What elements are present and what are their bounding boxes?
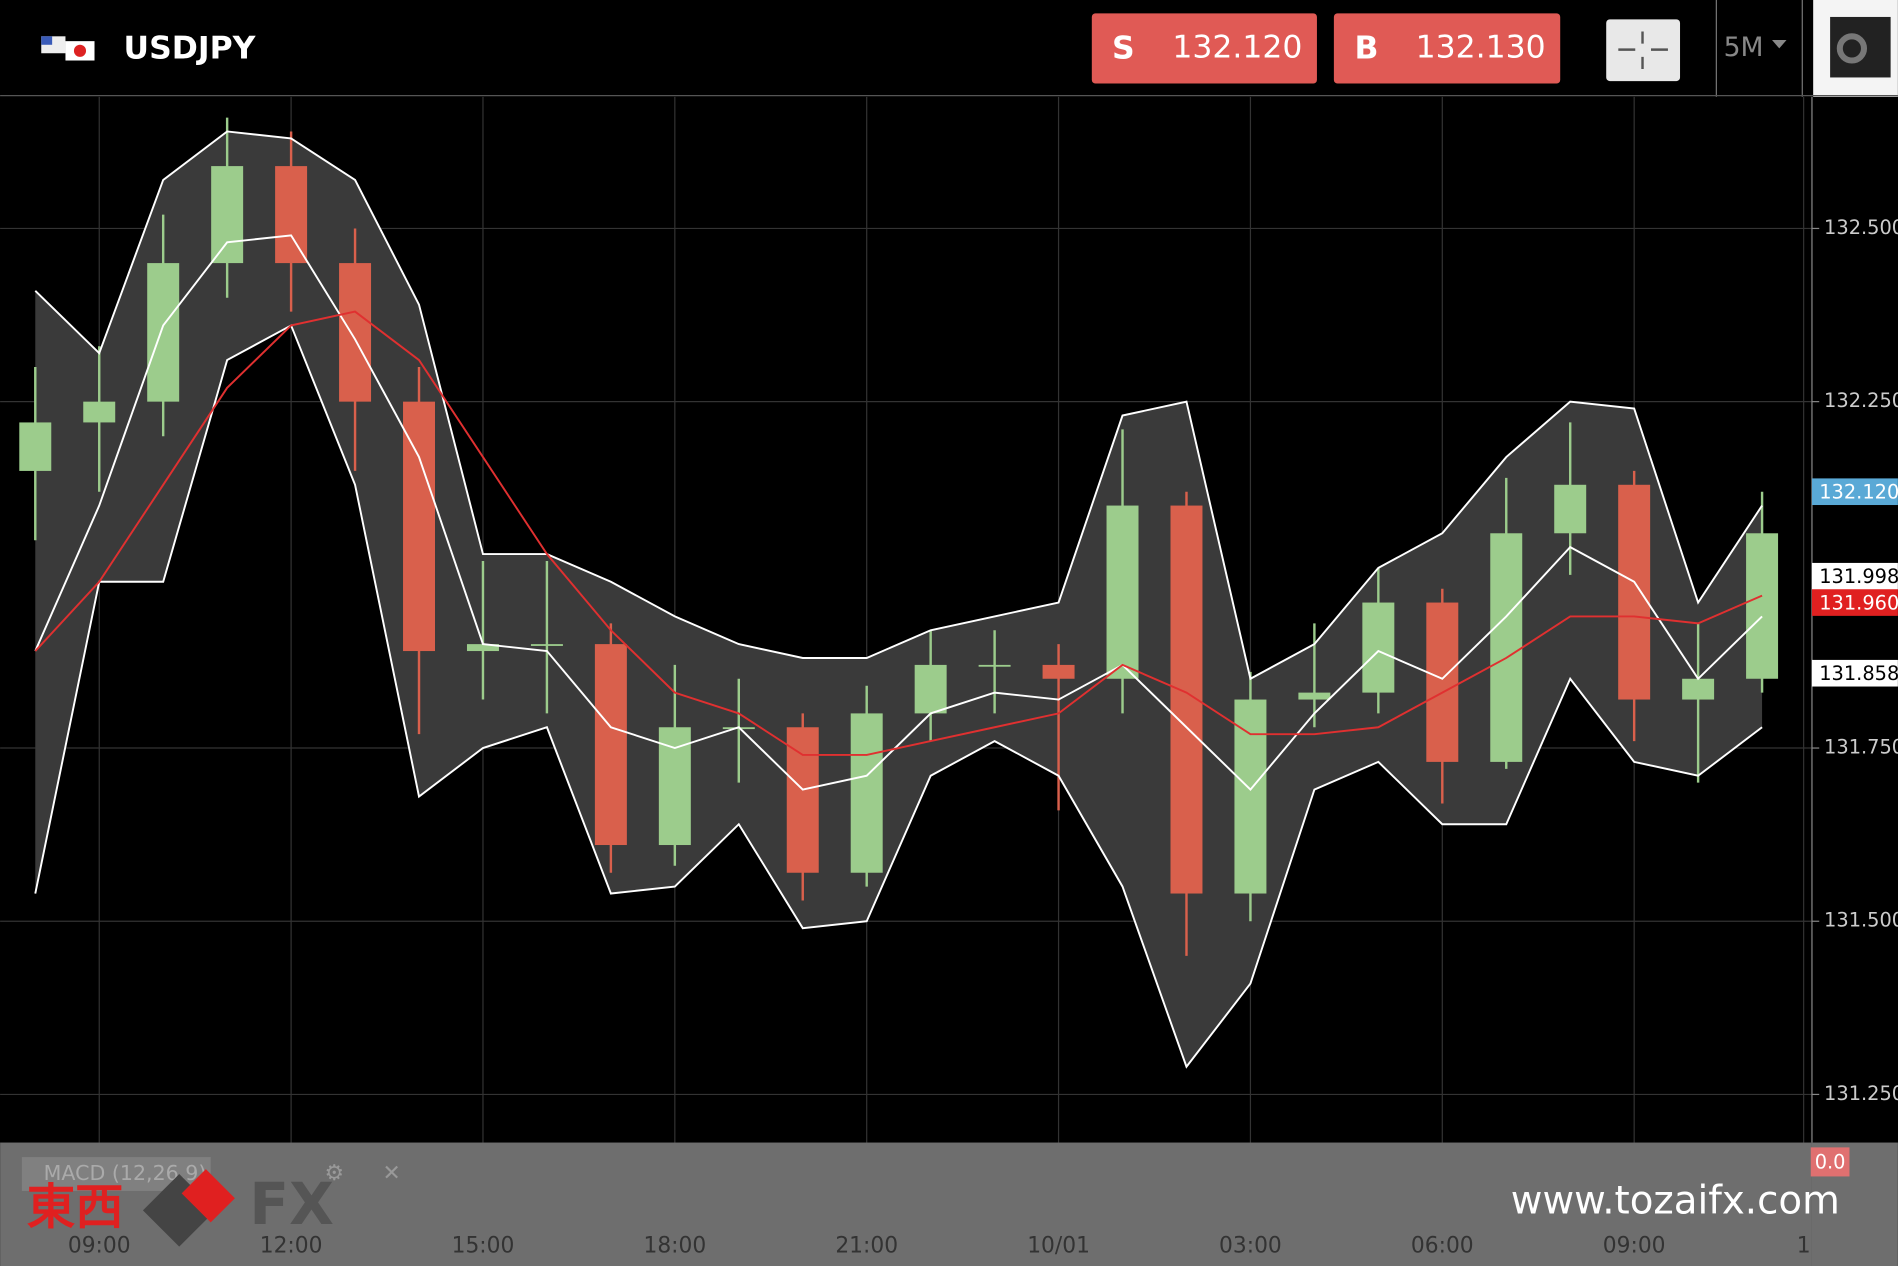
price-tag: [1811, 659, 1898, 687]
candle-body: [275, 166, 308, 264]
indicator-pane: [0, 1142, 1812, 1266]
candle-body: [83, 401, 116, 423]
x-tick-label: 06:00: [1411, 1234, 1474, 1259]
indicator-value-tag: [1810, 1147, 1850, 1177]
x-tick-label: 10/01: [1027, 1234, 1090, 1259]
indicator-close[interactable]: ✕: [383, 1161, 401, 1186]
candle-body: [147, 263, 180, 402]
candle-body: [850, 713, 883, 873]
price-tag-label: 131.998: [1819, 565, 1898, 588]
dropdown-arrow: [1772, 39, 1787, 49]
buy-price: 132.130: [1416, 29, 1546, 65]
watermark-url: www.tozaifx.com: [1511, 1179, 1840, 1224]
x-tick-label: 1: [1797, 1234, 1811, 1259]
sell-label: S: [1112, 31, 1135, 67]
x-tick-label: 18:00: [643, 1234, 706, 1259]
candle-body: [1618, 484, 1651, 700]
x-tick-label: 09:00: [68, 1234, 131, 1259]
candle-body: [594, 644, 627, 846]
candle-body: [1426, 602, 1459, 762]
x-tick-label: 03:00: [1219, 1234, 1282, 1259]
timeframe[interactable]: 5M: [1724, 32, 1764, 63]
candle-body: [1362, 602, 1395, 693]
watermark-logo-red: [181, 1169, 235, 1223]
x-tick-label: 21:00: [835, 1234, 898, 1259]
price-tag-label: 131.960: [1819, 591, 1898, 614]
indicator-settings[interactable]: ⚙: [324, 1161, 344, 1186]
indicator-line: [34, 234, 1763, 792]
candle-body: [466, 644, 499, 652]
buy-label: B: [1355, 31, 1379, 67]
candle-body: [1490, 533, 1523, 762]
gear: [1836, 33, 1868, 64]
sell-button[interactable]: [1091, 13, 1317, 84]
symbol: USDJPY: [124, 31, 257, 67]
candle-body: [19, 422, 52, 471]
crosshair-button[interactable]: [1606, 19, 1681, 82]
y-tick-label: 131.500: [1824, 909, 1898, 932]
crosshair-icon: [1618, 31, 1668, 69]
price-tag-label: 132.120: [1819, 480, 1898, 503]
y-tick-label: 131.250: [1824, 1082, 1898, 1105]
indicator-line: [34, 310, 1763, 756]
buy-button[interactable]: [1333, 13, 1561, 84]
watermark-fx: FX: [249, 1170, 333, 1238]
candle-body: [403, 401, 436, 652]
x-tick-label: 15:00: [452, 1234, 515, 1259]
candle-body: [339, 263, 372, 402]
candle-body: [978, 664, 1011, 667]
flag-jp-sun: [73, 44, 87, 57]
watermark-brand: 東西: [27, 1179, 124, 1235]
band-fill: [35, 131, 1763, 1067]
candle-body: [914, 664, 947, 714]
candle-body: [1746, 533, 1779, 679]
candle-body: [658, 727, 691, 846]
x-tick-label: 09:00: [1603, 1234, 1666, 1259]
candle-body: [530, 644, 563, 646]
price-tag-label: 131.858: [1819, 662, 1898, 685]
candle-body: [1042, 664, 1075, 679]
candle-body: [1682, 678, 1715, 700]
indicator-value: 0.0: [1815, 1151, 1846, 1174]
price-tag: [1811, 589, 1898, 616]
candle-body: [786, 727, 819, 873]
candle-body: [211, 166, 244, 264]
candle-body: [1234, 699, 1267, 894]
candle-body: [1106, 505, 1139, 679]
y-tick-label: 131.750: [1824, 736, 1898, 759]
x-tick-label: 12:00: [260, 1234, 323, 1259]
candle-body: [1298, 692, 1331, 700]
candle-body: [1554, 484, 1587, 534]
y-tick-label: 132.250: [1824, 389, 1898, 412]
indicator-line: [34, 324, 1763, 1069]
flag-us-canton: [41, 36, 53, 45]
price-tag: [1811, 478, 1898, 506]
y-tick-label: 132.500: [1824, 216, 1898, 239]
sell-price: 132.120: [1172, 29, 1302, 65]
header: USDJPY S 132.120 B 132.130 5M: [41, 0, 1898, 97]
indicator-line: [34, 130, 1763, 681]
price-tag: [1811, 562, 1898, 590]
